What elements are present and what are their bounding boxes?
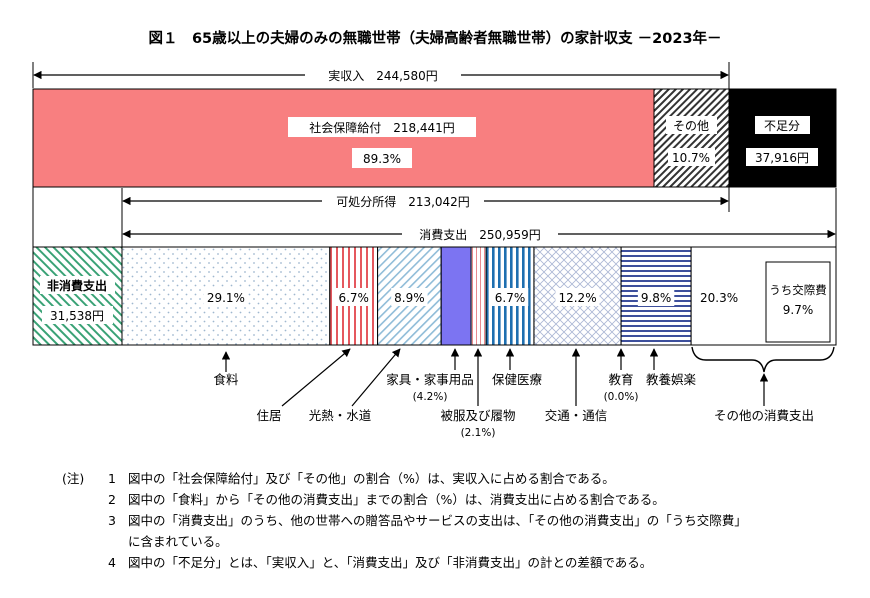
note-row: 2 図中の「食料」から「その他の消費支出」までの割合（%）は、消費支出に占める割… xyxy=(62,489,852,510)
deficit-value: 37,916円 xyxy=(755,151,809,165)
category-sub-furniture: (4.2%) xyxy=(413,391,448,403)
note-text: 図中の「不足分」とは、「実収入」と、「消費支出」及び「非消費支出」の計との差額で… xyxy=(128,555,653,570)
nonconsumption-value-bg xyxy=(42,306,113,324)
bar-clothing xyxy=(470,246,487,346)
deficit-label-bg xyxy=(755,116,810,134)
nonconsumption-label: 非消費支出 xyxy=(47,278,107,293)
social-security-label-bg xyxy=(288,117,476,137)
category-sub-education: (0.0%) xyxy=(604,391,639,403)
pct-label-bg xyxy=(203,288,248,306)
nonconsumption-bar xyxy=(32,246,123,346)
note-row: に含まれている。 xyxy=(62,531,852,552)
disposable-label-bg xyxy=(322,192,484,210)
socializing-box xyxy=(765,261,831,343)
category-label-other: その他の消費支出 xyxy=(714,408,814,423)
category-bars: 29.1% 6.7% 8.9% 6.7% 12.2% 9.8% 20.3% xyxy=(121,246,837,346)
note-number: 3 xyxy=(108,513,116,528)
category-label-education: 教育 xyxy=(608,372,633,387)
category-label-furniture: 家具・家事用品 xyxy=(386,372,474,387)
social-security-bar xyxy=(32,88,655,188)
callout-arrow-housing xyxy=(281,348,351,407)
note-row: 4 図中の「不足分」とは、「実収入」と、「消費支出」及び「非消費支出」の計との差… xyxy=(62,552,852,573)
category-label-housing: 住居 xyxy=(256,408,281,423)
other-income-label: その他 xyxy=(673,119,709,133)
other-income-pct: 10.7% xyxy=(672,151,710,165)
other-income-label-bg xyxy=(666,116,717,134)
category-label-clothing: 被服及び履物 xyxy=(440,408,515,423)
deficit-value-bg xyxy=(746,148,818,166)
disposable-label: 可処分所得 213,042円 xyxy=(336,194,470,209)
other-income-bar xyxy=(653,88,730,188)
nonconsumption-value: 31,538円 xyxy=(50,309,104,323)
income-total-label: 実収入 244,580円 xyxy=(328,68,438,83)
note-number: 2 xyxy=(108,492,116,507)
deficit-label: 不足分 xyxy=(764,119,800,133)
other-consumption-brace xyxy=(691,346,835,373)
pct-label-leisure: 9.8% xyxy=(641,291,672,305)
pct-label-food: 29.1% xyxy=(207,291,245,305)
pct-label-transport: 12.2% xyxy=(558,291,596,305)
note-number: 1 xyxy=(108,471,116,486)
pct-label-medical: 6.7% xyxy=(495,291,526,305)
socializing-label: うち交際費 xyxy=(769,283,827,297)
nonconsumption-label-bg xyxy=(40,276,115,294)
income-total-label-bg xyxy=(305,66,461,84)
bar-furniture xyxy=(440,246,472,346)
callout-arrow-utilities xyxy=(351,348,401,407)
social-security-label: 社会保障給付 218,441円 xyxy=(309,120,455,135)
category-label-utilities: 光熱・水道 xyxy=(309,408,372,423)
deficit-bar xyxy=(728,88,837,188)
category-label-medical: 保健医療 xyxy=(492,372,543,387)
note-number xyxy=(108,531,128,552)
pct-label-bg xyxy=(697,288,742,306)
notes-heading: (注) xyxy=(62,471,85,486)
pct-label-utilities: 8.9% xyxy=(394,291,425,305)
notes: (注) 1 図中の「社会保障給付」及び「その他」の割合（%）は、実収入に占める割… xyxy=(62,468,852,573)
pct-label-bg xyxy=(555,288,600,306)
other-income-pct-bg xyxy=(668,148,715,166)
pct-label-bg xyxy=(335,288,372,306)
category-sub-clothing: (2.1%) xyxy=(461,427,496,439)
consumption-label: 消費支出 250,959円 xyxy=(419,227,541,242)
note-text: 図中の「消費支出」のうち、他の世帯への贈答品やサービスの支出は、「その他の消費支… xyxy=(128,513,747,528)
social-security-pct-bg xyxy=(352,148,412,168)
note-number: 4 xyxy=(108,555,116,570)
note-text: 図中の「食料」から「その他の消費支出」までの割合（%）は、消費支出に占める割合で… xyxy=(128,492,665,507)
consumption-label-bg xyxy=(402,225,558,243)
note-text: 図中の「社会保障給付」及び「その他」の割合（%）は、実収入に占める割合である。 xyxy=(128,471,615,486)
pct-label-bg xyxy=(391,288,428,306)
pct-label-other: 20.3% xyxy=(700,291,738,305)
chart-title: 図１ 65歳以上の夫婦のみの無職世帯（夫婦高齢者無職世帯）の家計収支 －2023… xyxy=(148,29,721,47)
note-row: 3 図中の「消費支出」のうち、他の世帯への贈答品やサービスの支出は、「その他の消… xyxy=(62,510,852,531)
socializing-pct: 9.7% xyxy=(783,303,814,317)
category-label-transport: 交通・通信 xyxy=(545,408,608,423)
pct-label-bg xyxy=(491,288,529,306)
note-text: に含まれている。 xyxy=(128,534,228,549)
category-label-leisure: 教養娯楽 xyxy=(646,372,697,387)
pct-label-bg xyxy=(637,288,675,306)
social-security-pct: 89.3% xyxy=(363,152,401,166)
category-label-food: 食料 xyxy=(213,372,239,387)
pct-label-housing: 6.7% xyxy=(338,291,369,305)
note-row: (注) 1 図中の「社会保障給付」及び「その他」の割合（%）は、実収入に占める割… xyxy=(62,468,852,489)
